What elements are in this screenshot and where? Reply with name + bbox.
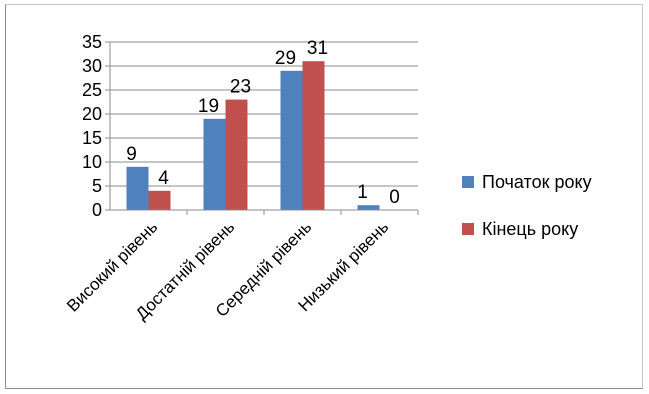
data-label: 23 bbox=[230, 77, 251, 98]
y-axis: 0 5 10 15 20 25 30 35 bbox=[82, 32, 111, 220]
bar bbox=[280, 70, 303, 210]
data-labels: 94 19 23 29 31 1 0 bbox=[126, 38, 400, 208]
data-label: 31 bbox=[307, 38, 328, 59]
y-tick-label: 0 bbox=[92, 200, 102, 220]
gridlines bbox=[110, 41, 418, 187]
data-label: 0 bbox=[389, 187, 400, 208]
y-tick-label: 15 bbox=[82, 128, 102, 148]
y-tick-label: 35 bbox=[82, 32, 102, 52]
data-label: 9 bbox=[126, 144, 137, 165]
data-label: 1 bbox=[357, 182, 368, 203]
data-label: 4 bbox=[158, 168, 169, 189]
legend-label: Початок року bbox=[482, 172, 592, 192]
bar bbox=[203, 118, 226, 210]
bar bbox=[148, 190, 171, 210]
data-label: 19 bbox=[198, 96, 219, 117]
legend: Початок року Кінець року bbox=[462, 172, 592, 239]
bar bbox=[357, 205, 380, 210]
bar bbox=[302, 61, 325, 211]
y-tick-label: 20 bbox=[82, 104, 102, 124]
legend-swatch bbox=[462, 223, 474, 235]
bar bbox=[225, 99, 248, 210]
y-tick-label: 10 bbox=[82, 152, 102, 172]
legend-swatch bbox=[462, 176, 474, 188]
bars bbox=[126, 61, 380, 211]
y-tick-label: 25 bbox=[82, 80, 102, 100]
legend-label: Кінець року bbox=[482, 219, 578, 239]
bar bbox=[126, 166, 149, 210]
y-tick-label: 30 bbox=[82, 56, 102, 76]
data-label: 29 bbox=[275, 48, 296, 69]
y-tick-label: 5 bbox=[92, 176, 102, 196]
